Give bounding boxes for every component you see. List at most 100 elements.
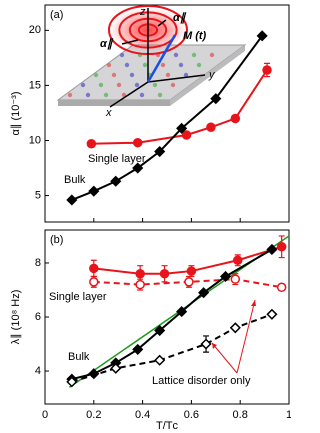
axis-arrow [109, 81, 149, 108]
data-point [230, 274, 241, 284]
data-point [89, 263, 99, 274]
data-point [229, 322, 241, 334]
data-point [276, 242, 287, 252]
data-point [66, 376, 78, 388]
panel-label: (a) [50, 9, 63, 21]
atom [93, 72, 99, 78]
atom [119, 52, 125, 58]
x-tick-label: 0.8 [233, 409, 248, 421]
inset-label: M (t) [183, 30, 207, 42]
atom [121, 92, 127, 98]
atom [80, 82, 86, 88]
atom [142, 62, 148, 68]
atom [178, 62, 184, 68]
data-point [198, 287, 210, 299]
data-point [154, 324, 166, 337]
data-point [276, 282, 287, 293]
y-axis-label: λ∥ (10⁸ Hz) [10, 290, 22, 345]
atom [134, 82, 140, 88]
atom [106, 62, 112, 68]
atom [139, 92, 145, 98]
data-point [154, 354, 166, 366]
data-point [89, 277, 99, 287]
atom [183, 72, 189, 78]
data-point [200, 338, 212, 350]
plot-frame [44, 4, 290, 223]
slab-side [170, 45, 245, 106]
data-point [159, 269, 170, 279]
atom [165, 72, 171, 78]
data-point [233, 255, 243, 266]
annotation: Lattice disorder only [152, 375, 251, 387]
x-tick-label: 0 [42, 409, 48, 421]
data-point [154, 145, 166, 158]
atom [157, 92, 163, 98]
series-label: Bulk [68, 351, 90, 363]
data-point [135, 279, 145, 290]
atom [173, 52, 179, 58]
atom [124, 62, 130, 68]
atom [67, 92, 73, 98]
x-tick-label: 0.2 [86, 409, 101, 421]
y-tick-label: 5 [35, 189, 41, 201]
atom [98, 82, 104, 88]
atom [129, 72, 135, 78]
atom [103, 92, 109, 98]
inset-label: α∥ [100, 38, 114, 50]
series-line [71, 313, 273, 383]
series-label: Single layer [88, 153, 146, 165]
y-tick-label: 8 [35, 257, 41, 269]
atom [209, 52, 215, 58]
data-point [256, 30, 268, 42]
y-tick-label: 15 [29, 79, 41, 91]
atom [170, 82, 176, 88]
atom [196, 62, 202, 68]
inset-label: z [139, 6, 146, 18]
x-tick-label: 1 [286, 409, 291, 421]
inset-arrow [121, 19, 167, 45]
y-tick-label: 10 [29, 134, 41, 146]
data-point [210, 93, 222, 105]
inset-label: x [105, 107, 112, 119]
data-point [132, 162, 144, 174]
arrow [211, 299, 256, 374]
atom [85, 92, 91, 98]
data-point [88, 368, 100, 380]
series-label: Bulk [64, 174, 86, 186]
data-point [132, 343, 144, 355]
x-tick-label: 0.6 [184, 409, 199, 421]
inset-label: α∥ [173, 12, 187, 24]
y-tick-label: 4 [35, 365, 41, 377]
atom [116, 82, 122, 88]
data-point [135, 269, 145, 279]
data-point [230, 113, 241, 124]
atom [111, 72, 117, 78]
data-point [110, 175, 122, 187]
series-line [93, 245, 282, 275]
data-point [206, 122, 216, 133]
inset: z α∥ α∥ M (t) y x [56, 5, 247, 119]
inset-label: y [208, 69, 216, 81]
data-point [266, 243, 278, 256]
data-point [181, 130, 192, 140]
data-point [176, 306, 188, 318]
data-point [132, 137, 143, 148]
data-point [176, 122, 188, 134]
data-point [219, 270, 232, 283]
slab-side [58, 100, 170, 106]
x-axis-label: T/Tᴄ [156, 420, 178, 432]
data-point [86, 139, 97, 149]
data-point [66, 194, 78, 206]
data-point [88, 185, 100, 197]
data-point [184, 277, 194, 287]
y-tick-label: 6 [35, 311, 41, 323]
y-tick-label: 20 [29, 24, 41, 36]
series-line [91, 69, 268, 145]
atom [152, 82, 158, 88]
data-point [262, 65, 272, 75]
atom [191, 52, 197, 58]
data-point [186, 266, 197, 276]
y-axis-label: α∥ (10⁻³) [10, 92, 22, 136]
data-point [266, 308, 278, 320]
